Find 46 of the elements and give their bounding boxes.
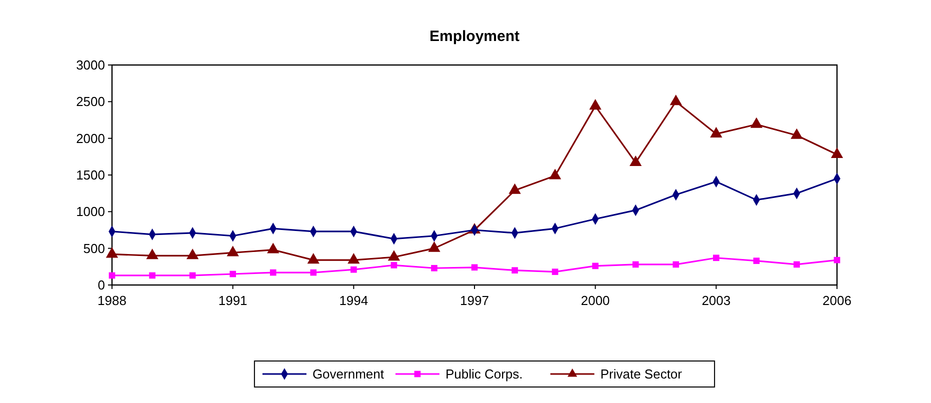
x-tick-label: 1997 <box>460 293 489 308</box>
point <box>592 262 598 270</box>
point <box>670 94 682 106</box>
point <box>350 266 357 273</box>
point <box>713 254 720 262</box>
point <box>589 99 602 110</box>
y-tick-label: 1500 <box>76 168 105 183</box>
point <box>630 156 642 166</box>
y-tick-label: 1000 <box>76 204 105 220</box>
legend-label: Government <box>312 366 384 382</box>
point <box>834 256 840 264</box>
point <box>710 126 722 138</box>
point <box>790 128 803 139</box>
point <box>108 272 116 279</box>
point <box>753 258 760 264</box>
point <box>310 269 317 276</box>
point <box>672 261 680 268</box>
point <box>189 272 196 279</box>
point <box>830 147 844 158</box>
point <box>270 269 276 276</box>
chart-title: Employment <box>429 28 520 45</box>
point <box>390 262 398 268</box>
y-tick-label: 0 <box>98 278 105 293</box>
point <box>794 261 800 268</box>
point <box>431 264 438 272</box>
point <box>552 268 558 275</box>
legend-label: Private Sector <box>600 366 683 382</box>
x-tick-label: 2006 <box>822 293 852 308</box>
x-tick-label: 2003 <box>702 293 731 308</box>
x-tick-label: 1994 <box>339 293 368 308</box>
point <box>632 261 639 268</box>
point <box>149 272 156 279</box>
x-tick-label: 2000 <box>580 293 610 308</box>
point <box>508 183 521 194</box>
y-tick-label: 2000 <box>76 130 105 146</box>
y-tick-label: 500 <box>83 240 105 256</box>
point <box>512 267 518 274</box>
point <box>750 117 763 128</box>
x-tick-label: 1991 <box>218 293 248 308</box>
point <box>548 168 562 180</box>
y-tick-label: 2500 <box>76 94 105 110</box>
legend-label: Public Corps. <box>445 366 523 382</box>
x-tick-label: 1988 <box>98 293 126 308</box>
y-tick-label: 3000 <box>76 58 105 73</box>
point <box>230 270 236 278</box>
point <box>471 264 478 271</box>
